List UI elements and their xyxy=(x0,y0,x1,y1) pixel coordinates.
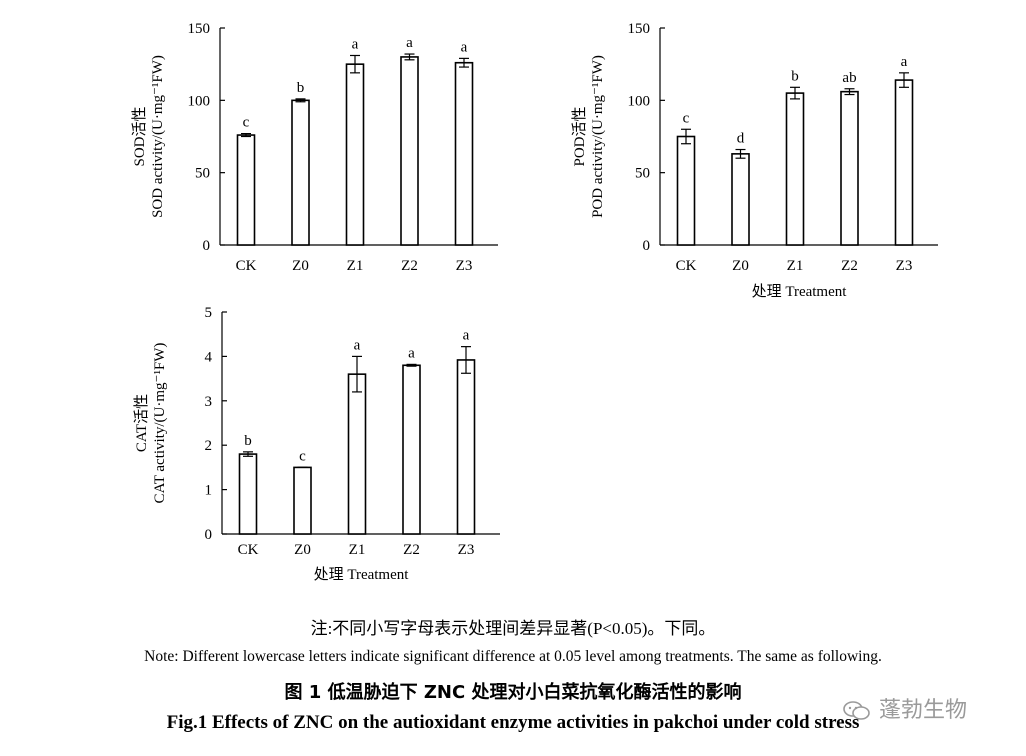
sod-y-tick-label: 0 xyxy=(203,238,211,254)
pod-bar xyxy=(676,135,696,246)
sod-significance-letter: a xyxy=(352,36,359,52)
pod-y-tick-label: 50 xyxy=(635,166,650,182)
pod-category-label: Z2 xyxy=(841,258,858,274)
watermark-text: 蓬勃生物 xyxy=(879,698,968,723)
sod-significance-letter: a xyxy=(406,35,413,51)
pod-y-axis-title-cn: POD活性 xyxy=(571,106,588,166)
pod-y-tick-label: 100 xyxy=(628,93,651,109)
sod-bar xyxy=(400,56,419,246)
cat-chart: 0 1 2 3 4 5 b CK c Z0 a Z1 a Z2 a Z3 处理 Treatment CAT活性 CA… xyxy=(133,305,500,583)
sod-significance-letter: c xyxy=(243,115,250,131)
cat-y-axis-title-cn: CAT活性 xyxy=(133,394,150,452)
cat-bar xyxy=(347,373,367,535)
sod-y-tick-label: 150 xyxy=(188,21,211,37)
pod-category-label: CK xyxy=(676,258,697,274)
pod-y-tick-label: 0 xyxy=(643,238,651,254)
pod-category-label: Z1 xyxy=(787,258,804,274)
pod-significance-letter: b xyxy=(791,68,799,84)
sod-category-label: Z3 xyxy=(456,258,473,274)
cat-category-label: Z3 xyxy=(458,542,475,558)
pod-bar xyxy=(894,79,914,246)
pod-significance-letter: a xyxy=(901,54,908,70)
sod-bar xyxy=(345,63,365,246)
sod-bar xyxy=(291,99,310,246)
pod-y-tick-label: 150 xyxy=(628,21,651,37)
sod-category-label: Z1 xyxy=(347,258,364,274)
sod-significance-letter: a xyxy=(461,39,468,55)
sod-category-label: CK xyxy=(236,258,257,274)
sod-category-label: Z2 xyxy=(401,258,418,274)
figure-title-chinese: 图 1 低温胁迫下 ZNC 处理对小白菜抗氧化酶活性的影响 xyxy=(284,682,742,703)
sod-y-tick-label: 100 xyxy=(188,93,211,109)
wechat-icon xyxy=(842,700,872,722)
pod-significance-letter: c xyxy=(683,110,690,126)
cat-category-label: CK xyxy=(238,542,259,558)
cat-y-tick-label: 1 xyxy=(205,483,213,499)
pod-category-label: Z3 xyxy=(896,258,913,274)
figure-title-english: Fig.1 Effects of ZNC on the autioxidant … xyxy=(166,712,860,733)
cat-significance-letter: a xyxy=(354,337,361,353)
sod-y-axis-title-cn: SOD活性 xyxy=(131,106,148,166)
pod-chart: 0 50 100 150 c CK d Z0 b Z1 ab Z2 a Z3 处理 Treatment POD… xyxy=(571,21,938,300)
cat-y-tick-label: 2 xyxy=(205,438,213,454)
cat-significance-letter: a xyxy=(408,345,415,361)
cat-significance-letter: b xyxy=(244,433,252,449)
note-english: Note: Different lowercase letters indica… xyxy=(144,648,882,665)
sod-significance-letter: b xyxy=(297,80,305,96)
pod-bar xyxy=(840,90,859,246)
sod-y-tick-label: 50 xyxy=(195,166,210,182)
cat-bar xyxy=(293,466,312,535)
sod-bar xyxy=(236,134,256,246)
cat-y-axis-title-en: CAT activity/(U·mg⁻¹FW) xyxy=(152,343,168,504)
pod-bar xyxy=(785,92,805,246)
cat-y-tick-label: 5 xyxy=(205,305,213,321)
cat-bar xyxy=(456,359,476,535)
note-chinese: 注:不同小写字母表示处理间差异显著(P<0.05)。下同。 xyxy=(310,619,716,638)
cat-y-tick-label: 4 xyxy=(205,349,213,365)
pod-x-axis-title: 处理 Treatment xyxy=(752,283,848,300)
sod-y-axis-title-en: SOD activity/(U·mg⁻¹FW) xyxy=(150,55,166,218)
cat-y-tick-label: 0 xyxy=(205,527,213,543)
watermark: 蓬勃生物 xyxy=(842,692,967,724)
pod-significance-letter: ab xyxy=(842,70,856,86)
pod-bar xyxy=(731,153,750,246)
sod-bar xyxy=(454,61,474,246)
cat-y-tick-label: 3 xyxy=(205,394,213,410)
cat-category-label: Z1 xyxy=(349,542,366,558)
cat-category-label: Z0 xyxy=(294,542,311,558)
cat-x-axis-title: 处理 Treatment xyxy=(314,566,410,583)
cat-category-label: Z2 xyxy=(403,542,420,558)
pod-category-label: Z0 xyxy=(732,258,749,274)
sod-category-label: Z0 xyxy=(292,258,309,274)
pod-significance-letter: d xyxy=(737,131,745,147)
sod-chart: 0 50 100 150 c CK b Z0 a Z1 a Z2 a Z3 SOD活性 SOD activit… xyxy=(131,21,498,274)
cat-bar xyxy=(402,364,421,535)
cat-bar xyxy=(238,453,258,535)
pod-y-axis-title-en: POD activity/(U·mg⁻¹FW) xyxy=(590,55,606,218)
cat-significance-letter: a xyxy=(463,328,470,344)
cat-significance-letter: c xyxy=(299,448,306,464)
